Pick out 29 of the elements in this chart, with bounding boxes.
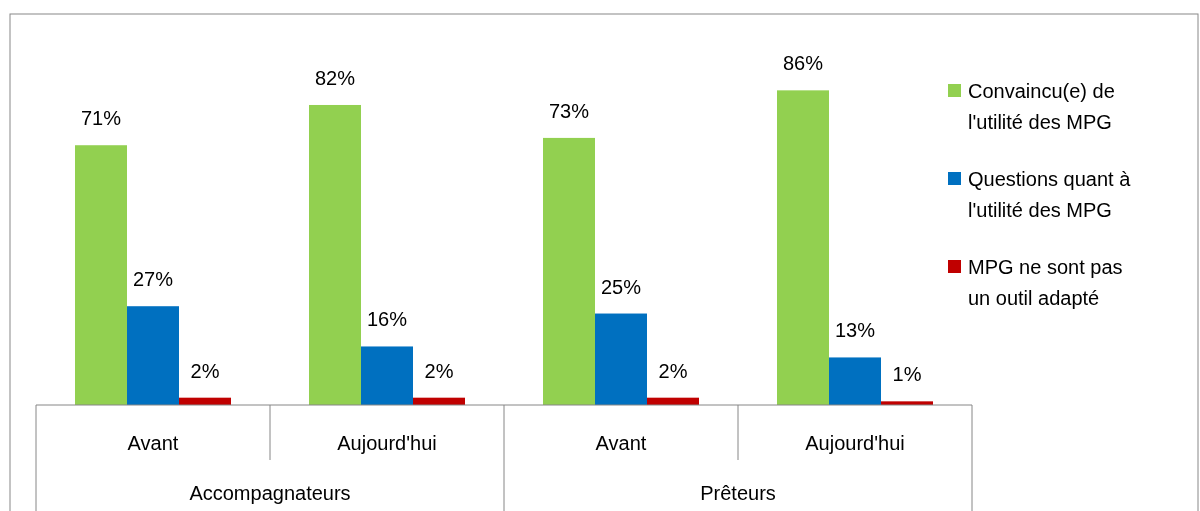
data-label: 71% [80, 107, 122, 130]
bar [543, 137, 595, 405]
bar [127, 306, 179, 405]
data-label: 86% [782, 52, 824, 75]
data-label: 1% [892, 363, 922, 386]
bar [75, 145, 127, 405]
bar [595, 313, 647, 405]
bar [777, 90, 829, 405]
bar [361, 346, 413, 405]
text: Accompagnateurs [189, 482, 351, 504]
text: Prêteurs [700, 482, 776, 504]
x-tick-label: Aujourd'hui [805, 432, 905, 454]
data-label: 16% [366, 308, 408, 331]
bar [309, 104, 361, 405]
data-label: 73% [548, 99, 590, 122]
legend-label: Convaincu(e) de l'utilité des MPG [968, 80, 1115, 133]
bar [829, 357, 881, 405]
legend-label: MPG ne sont pas un outil adapté [968, 256, 1123, 309]
legend-label: Questions quant à l'utilité des MPG [968, 168, 1132, 221]
data-label: 27% [132, 268, 174, 291]
data-label: 2% [658, 359, 688, 382]
x-tick-label: Aujourd'hui [337, 432, 437, 454]
x-tick-label: Avant [127, 432, 179, 454]
data-label: 2% [424, 359, 454, 382]
data-label: 25% [600, 275, 642, 298]
data-label: 2% [190, 359, 220, 382]
data-label: 13% [834, 319, 876, 342]
x-tick-label: Avant [595, 432, 647, 454]
data-label: 82% [314, 66, 356, 89]
